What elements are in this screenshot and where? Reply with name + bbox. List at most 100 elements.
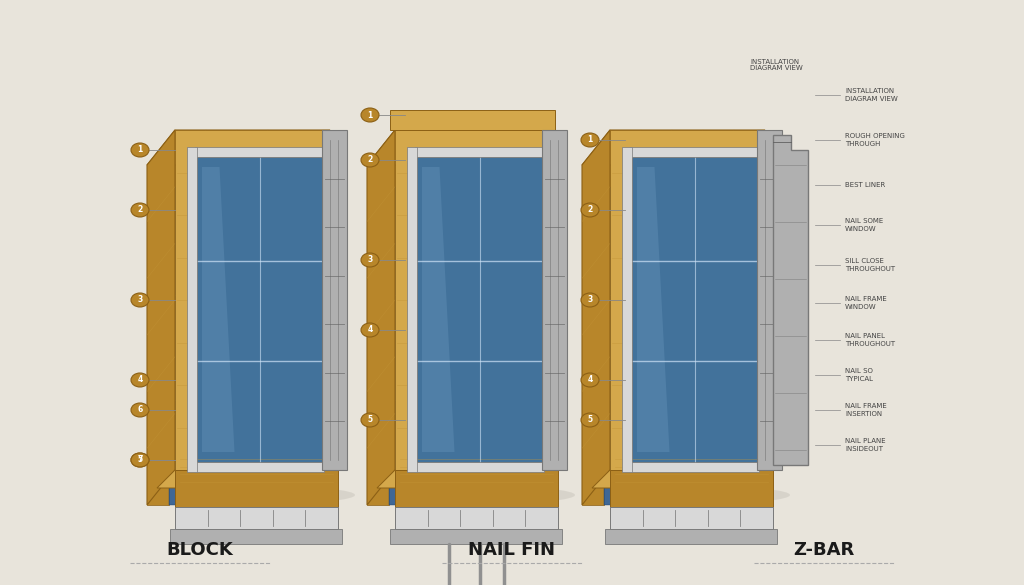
Text: 2: 2 xyxy=(137,205,142,215)
Text: BLOCK: BLOCK xyxy=(166,541,233,559)
FancyBboxPatch shape xyxy=(415,462,544,472)
Text: 3: 3 xyxy=(588,295,593,305)
Polygon shape xyxy=(610,130,765,470)
Polygon shape xyxy=(367,130,550,165)
Polygon shape xyxy=(773,135,808,465)
Polygon shape xyxy=(592,470,773,488)
Text: 1: 1 xyxy=(588,136,593,144)
Polygon shape xyxy=(175,470,338,507)
Ellipse shape xyxy=(131,453,150,467)
Polygon shape xyxy=(169,187,302,505)
Polygon shape xyxy=(147,165,302,187)
Text: 7: 7 xyxy=(137,456,142,464)
Polygon shape xyxy=(147,130,175,505)
Polygon shape xyxy=(610,470,773,507)
Polygon shape xyxy=(395,507,558,529)
Text: 5: 5 xyxy=(588,415,593,425)
Polygon shape xyxy=(422,167,455,452)
Text: NAIL FRAME
WINDOW: NAIL FRAME WINDOW xyxy=(845,296,887,309)
Ellipse shape xyxy=(361,108,379,122)
Polygon shape xyxy=(757,130,782,470)
Ellipse shape xyxy=(581,203,599,217)
Text: NAIL FIN: NAIL FIN xyxy=(469,541,555,559)
Polygon shape xyxy=(390,529,562,544)
Polygon shape xyxy=(389,187,522,505)
Ellipse shape xyxy=(361,323,379,337)
Polygon shape xyxy=(582,165,604,505)
Ellipse shape xyxy=(395,486,575,504)
Text: 1: 1 xyxy=(368,111,373,119)
Text: BEST LINER: BEST LINER xyxy=(845,182,886,188)
Text: 5: 5 xyxy=(137,456,142,464)
Ellipse shape xyxy=(361,253,379,267)
Ellipse shape xyxy=(175,486,355,504)
Text: INSTALLATION
DIAGRAM VIEW: INSTALLATION DIAGRAM VIEW xyxy=(845,88,898,102)
Polygon shape xyxy=(395,130,550,470)
Ellipse shape xyxy=(610,486,790,504)
Polygon shape xyxy=(367,130,395,505)
Polygon shape xyxy=(367,165,389,505)
Polygon shape xyxy=(147,130,330,165)
Ellipse shape xyxy=(131,403,150,417)
FancyBboxPatch shape xyxy=(630,462,759,472)
Text: 4: 4 xyxy=(368,325,373,335)
Text: NAIL PLANE
INSIDEOUT: NAIL PLANE INSIDEOUT xyxy=(845,438,886,452)
Text: SILL CLOSE
THROUGHOUT: SILL CLOSE THROUGHOUT xyxy=(845,258,895,272)
Text: Z-BAR: Z-BAR xyxy=(794,541,855,559)
Text: 1: 1 xyxy=(137,146,142,154)
Ellipse shape xyxy=(131,373,150,387)
Ellipse shape xyxy=(581,133,599,147)
Text: 4: 4 xyxy=(137,376,142,384)
FancyBboxPatch shape xyxy=(195,147,324,157)
Polygon shape xyxy=(582,130,610,505)
Polygon shape xyxy=(377,470,558,488)
Polygon shape xyxy=(147,165,169,505)
Polygon shape xyxy=(604,187,737,505)
Ellipse shape xyxy=(131,293,150,307)
FancyBboxPatch shape xyxy=(407,147,417,472)
Ellipse shape xyxy=(581,413,599,427)
Ellipse shape xyxy=(131,203,150,217)
Polygon shape xyxy=(367,165,522,187)
FancyBboxPatch shape xyxy=(415,147,544,157)
Text: 3: 3 xyxy=(368,256,373,264)
Polygon shape xyxy=(582,165,737,187)
Text: 2: 2 xyxy=(588,205,593,215)
Text: NAIL FRAME
INSERTION: NAIL FRAME INSERTION xyxy=(845,403,887,417)
Text: NAIL SOME
WINDOW: NAIL SOME WINDOW xyxy=(845,218,884,232)
Polygon shape xyxy=(637,167,670,452)
FancyBboxPatch shape xyxy=(187,147,197,472)
Polygon shape xyxy=(582,130,765,165)
Polygon shape xyxy=(170,529,342,544)
Polygon shape xyxy=(417,157,542,462)
Text: NAIL PANEL
THROUGHOUT: NAIL PANEL THROUGHOUT xyxy=(845,333,895,347)
Ellipse shape xyxy=(131,143,150,157)
Polygon shape xyxy=(322,130,347,470)
Polygon shape xyxy=(197,157,322,462)
Text: 4: 4 xyxy=(588,376,593,384)
Text: ROUGH OPENING
THROUGH: ROUGH OPENING THROUGH xyxy=(845,133,905,147)
Polygon shape xyxy=(157,470,338,488)
Text: 6: 6 xyxy=(137,405,142,415)
FancyBboxPatch shape xyxy=(630,147,759,157)
Polygon shape xyxy=(175,130,330,470)
Polygon shape xyxy=(390,110,555,130)
Polygon shape xyxy=(542,130,567,470)
Text: INSTALLATION
DIAGRAM VIEW: INSTALLATION DIAGRAM VIEW xyxy=(750,58,803,71)
FancyBboxPatch shape xyxy=(622,147,632,472)
Ellipse shape xyxy=(581,373,599,387)
Polygon shape xyxy=(632,157,757,462)
Polygon shape xyxy=(175,507,338,529)
Polygon shape xyxy=(395,470,558,507)
Text: 2: 2 xyxy=(368,156,373,164)
Ellipse shape xyxy=(131,453,150,467)
Polygon shape xyxy=(605,529,777,544)
Text: NAIL SO
TYPICAL: NAIL SO TYPICAL xyxy=(845,368,873,382)
Text: 3: 3 xyxy=(137,295,142,305)
FancyBboxPatch shape xyxy=(195,462,324,472)
Ellipse shape xyxy=(361,413,379,427)
Ellipse shape xyxy=(361,153,379,167)
Ellipse shape xyxy=(581,293,599,307)
Text: 5: 5 xyxy=(368,415,373,425)
Polygon shape xyxy=(610,507,773,529)
